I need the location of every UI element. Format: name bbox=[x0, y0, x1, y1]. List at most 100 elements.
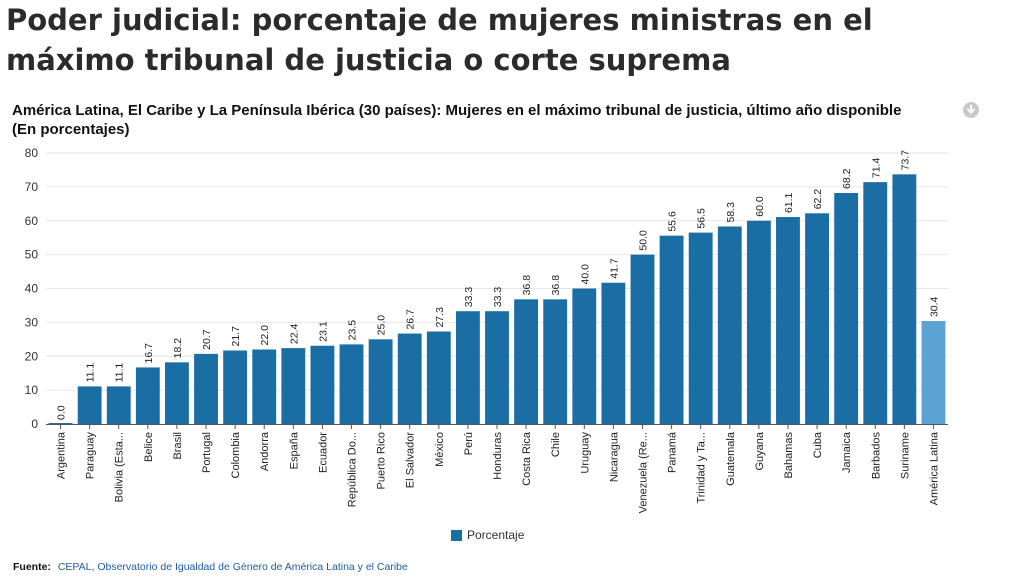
data-label: 23.5 bbox=[347, 320, 359, 341]
x-tick-label: España bbox=[288, 431, 300, 469]
bar[interactable] bbox=[455, 311, 480, 424]
bar[interactable] bbox=[805, 213, 829, 424]
bar[interactable] bbox=[746, 220, 771, 424]
bar[interactable] bbox=[601, 282, 626, 424]
y-tick-label: 20 bbox=[25, 349, 39, 363]
bar[interactable] bbox=[339, 344, 364, 424]
data-label: 25.0 bbox=[376, 315, 388, 336]
data-label: 62.2 bbox=[812, 189, 824, 210]
bar[interactable] bbox=[426, 331, 451, 424]
x-tick-label: Andorra bbox=[259, 431, 271, 471]
x-tick-label: México bbox=[434, 432, 446, 467]
data-label: 21.7 bbox=[230, 326, 242, 347]
source-link[interactable]: CEPAL, Observatorio de Igualdad de Géner… bbox=[57, 561, 408, 573]
data-label: 55.6 bbox=[667, 211, 679, 232]
bar[interactable] bbox=[397, 333, 422, 424]
bar[interactable] bbox=[630, 254, 655, 424]
bar[interactable] bbox=[106, 386, 131, 424]
x-tick-label: Panamá bbox=[667, 431, 679, 473]
bar[interactable] bbox=[543, 299, 568, 424]
bar[interactable] bbox=[281, 348, 306, 424]
x-tick-label: Guyana bbox=[754, 431, 766, 470]
bar[interactable] bbox=[368, 339, 393, 424]
page-title: Poder judicial: porcentaje de mujeres mi… bbox=[6, 3, 873, 77]
chart-subtitle: (En porcentajes) bbox=[12, 121, 130, 138]
bar[interactable] bbox=[194, 353, 218, 424]
bar[interactable] bbox=[688, 232, 713, 424]
bar[interactable] bbox=[223, 350, 248, 424]
data-label: 73.7 bbox=[899, 150, 911, 171]
bar[interactable] bbox=[135, 367, 160, 424]
x-tick-label: Trinidad y Ta... bbox=[696, 432, 708, 504]
x-tick-label: Honduras bbox=[492, 432, 504, 480]
bar[interactable] bbox=[514, 299, 539, 424]
x-tick-label: Argentina bbox=[56, 431, 68, 479]
x-tick-label: Bolivia (Esta... bbox=[114, 432, 126, 502]
x-tick-label: El Salvador bbox=[405, 432, 417, 489]
x-tick-label: Perú bbox=[463, 432, 475, 455]
y-tick-label: 60 bbox=[25, 214, 39, 228]
legend-item-porcentaje[interactable]: Porcentaje bbox=[451, 528, 524, 542]
y-tick-label: 50 bbox=[25, 248, 39, 262]
y-tick-label: 70 bbox=[25, 180, 39, 194]
bar[interactable] bbox=[572, 288, 597, 425]
bar[interactable] bbox=[485, 311, 509, 424]
source-label: Fuente: bbox=[13, 561, 51, 573]
y-axis: 0 10 20 30 40 50 60 70 80 bbox=[25, 146, 39, 431]
data-label: 23.1 bbox=[317, 321, 329, 342]
bar[interactable] bbox=[165, 362, 189, 424]
bar[interactable] bbox=[48, 423, 73, 424]
data-label: 71.4 bbox=[870, 158, 882, 179]
data-label: 27.3 bbox=[434, 307, 446, 328]
data-label: 68.2 bbox=[841, 168, 853, 189]
y-tick-label: 10 bbox=[25, 383, 39, 397]
data-label: 41.7 bbox=[608, 258, 620, 279]
data-label: 22.0 bbox=[259, 325, 271, 346]
data-label: 30.4 bbox=[928, 296, 940, 317]
bar[interactable] bbox=[921, 321, 946, 424]
data-label: 56.5 bbox=[696, 208, 708, 229]
bar[interactable] bbox=[863, 182, 888, 424]
data-label: 11.1 bbox=[114, 363, 126, 383]
bar-chart: 0 10 20 30 40 50 60 70 80 0.0 11.1 11.1 16.7 18.2 20.… bbox=[25, 146, 948, 513]
data-label: 16.7 bbox=[143, 343, 155, 364]
data-labels: 0.0 11.1 11.1 16.7 18.2 20.7 21.7 22.0 22.4 23.1 2… bbox=[56, 150, 941, 420]
data-label: 50.0 bbox=[637, 230, 649, 251]
bar[interactable] bbox=[892, 174, 917, 424]
data-label: 58.3 bbox=[725, 202, 737, 223]
y-tick-label: 40 bbox=[25, 282, 39, 296]
download-icon[interactable] bbox=[963, 102, 979, 118]
bar[interactable] bbox=[252, 349, 277, 424]
x-tick-label: Uruguay bbox=[579, 432, 591, 474]
legend-label: Porcentaje bbox=[467, 528, 525, 542]
x-tick-label: Ecuador bbox=[317, 432, 329, 473]
x-axis: Argentina Paraguay Bolivia (Esta... Belice B… bbox=[56, 425, 940, 513]
bars bbox=[48, 174, 946, 425]
data-label: 0.0 bbox=[56, 405, 68, 420]
chart-title: América Latina, El Caribe y La Península… bbox=[12, 102, 902, 119]
data-label: 20.7 bbox=[201, 329, 213, 350]
data-label: 33.3 bbox=[463, 287, 475, 308]
bar[interactable] bbox=[717, 226, 742, 424]
x-tick-label: Brasil bbox=[172, 432, 184, 460]
y-tick-label: 0 bbox=[31, 417, 38, 431]
data-label: 26.7 bbox=[405, 309, 417, 330]
data-label: 18.2 bbox=[172, 338, 184, 359]
x-tick-label: Chile bbox=[550, 432, 562, 457]
data-label: 11.1 bbox=[85, 363, 97, 383]
bar[interactable] bbox=[659, 235, 684, 424]
bar[interactable] bbox=[834, 192, 859, 424]
x-tick-label: República Do... bbox=[347, 432, 359, 507]
data-label: 61.1 bbox=[783, 192, 795, 213]
bar[interactable] bbox=[77, 386, 102, 424]
x-tick-label: Puerto Rico bbox=[376, 432, 388, 489]
data-label: 22.4 bbox=[288, 324, 300, 345]
data-label: 36.8 bbox=[550, 275, 562, 296]
x-tick-label: Jamaica bbox=[841, 431, 853, 473]
x-tick-label: Nicaragua bbox=[608, 431, 620, 482]
x-tick-label: Costa Rica bbox=[521, 431, 533, 486]
bar[interactable] bbox=[310, 345, 335, 424]
data-label: 40.0 bbox=[579, 264, 591, 285]
bar[interactable] bbox=[776, 217, 800, 424]
x-tick-label: Belice bbox=[143, 432, 155, 462]
